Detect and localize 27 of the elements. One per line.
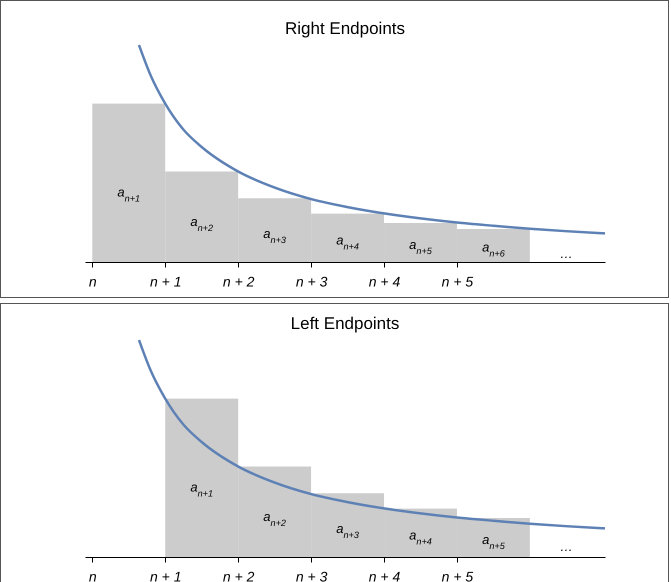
x-tick-label: n + 1: [150, 568, 182, 582]
x-tick-label: n + 2: [222, 274, 255, 290]
annotation: …: [560, 539, 573, 554]
x-tick-label: n + 4: [368, 274, 400, 290]
annotation: a$_{n+6}$: [482, 239, 506, 258]
chart-title: Left Endpoints: [290, 314, 400, 333]
annotation: a$_{n+1}$: [190, 479, 214, 498]
chart-title: Right Endpoints: [284, 18, 406, 38]
annotation: a$_{n+2}$: [190, 214, 214, 234]
x-tick-label: n + 5: [442, 568, 474, 582]
annotation: a$_{n+4}$: [409, 528, 432, 547]
x-tick-label: n: [88, 274, 97, 290]
annotation: …: [560, 246, 573, 261]
annotation: a$_{n+3}$: [336, 520, 359, 540]
annotation: a$_{n+1}$: [117, 184, 140, 204]
x-tick-label: n + 1: [150, 274, 182, 290]
x-tick-label: n + 2: [222, 568, 255, 582]
annotation: a$_{n+5}$: [482, 532, 506, 551]
annotation: a$_{n+3}$: [263, 226, 286, 245]
annotation: a$_{n+4}$: [336, 232, 359, 252]
annotation: a$_{n+5}$: [409, 236, 433, 256]
x-tick-label: n: [88, 568, 97, 582]
x-tick-label: n + 5: [442, 274, 474, 290]
x-tick-label: n + 3: [296, 274, 328, 290]
annotation: a$_{n+2}$: [263, 509, 286, 528]
x-tick-label: n + 4: [368, 568, 400, 582]
x-tick-label: n + 3: [296, 568, 328, 582]
